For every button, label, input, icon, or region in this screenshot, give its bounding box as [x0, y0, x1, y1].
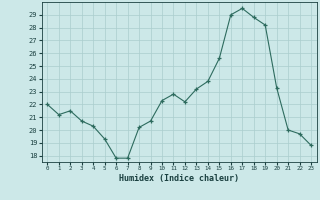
X-axis label: Humidex (Indice chaleur): Humidex (Indice chaleur): [119, 174, 239, 183]
